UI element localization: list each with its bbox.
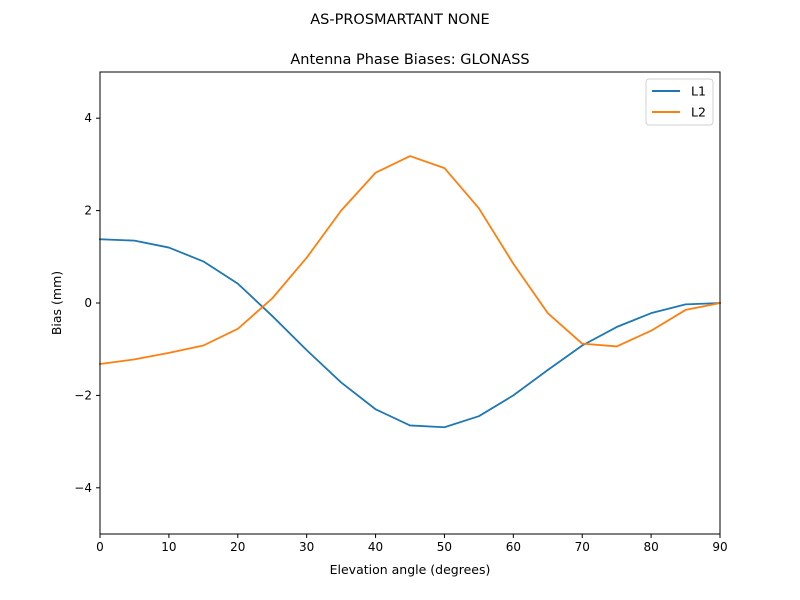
x-tick-label: 20 [230, 540, 245, 554]
plot-background [100, 72, 720, 534]
x-tick-label: 30 [299, 540, 314, 554]
y-axis-label: Bias (mm) [49, 271, 64, 335]
y-axis: −4 −2 0 2 4 [74, 111, 100, 495]
x-tick-label: 50 [437, 540, 452, 554]
x-tick-label: 70 [575, 540, 590, 554]
series-line-l1 [99, 238, 721, 429]
x-tick-label: 60 [506, 540, 521, 554]
x-tick-label: 10 [161, 540, 176, 554]
y-tick-label: −2 [74, 388, 92, 402]
figure-suptitle: AS-PROSMARTANT NONE [310, 12, 489, 28]
y-tick-label: −4 [74, 481, 92, 495]
legend-label-l1: L1 [691, 84, 706, 99]
x-tick-label: 40 [368, 540, 383, 554]
x-axis: 0 10 20 30 40 50 60 70 80 90 [96, 534, 728, 554]
series-layer [98, 155, 722, 429]
legend-label-l2: L2 [691, 105, 706, 120]
x-tick-label: 80 [643, 540, 658, 554]
x-axis-label: Elevation angle (degrees) [330, 562, 491, 577]
plot-area [100, 72, 720, 534]
plot-frame [99, 71, 721, 535]
x-tick-label: 0 [96, 540, 104, 554]
chart-title: Antenna Phase Biases: GLONASS [290, 52, 529, 68]
y-tick-label: 0 [84, 296, 92, 310]
y-tick-label: 2 [84, 204, 92, 218]
x-tick-label: 90 [712, 540, 727, 554]
series-line-l2 [98, 155, 722, 365]
y-tick-label: 4 [84, 111, 92, 125]
